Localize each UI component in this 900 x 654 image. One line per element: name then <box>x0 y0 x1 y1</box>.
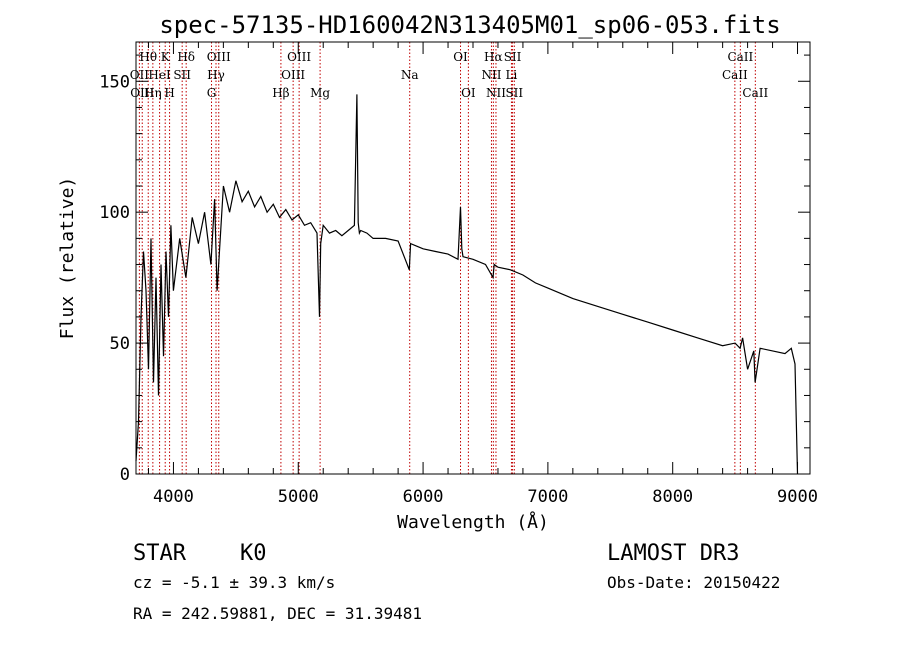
obs-date-text: Obs-Date: 20150422 <box>607 573 780 592</box>
y-tick-label: 0 <box>120 465 130 485</box>
line-label-19: Hα <box>484 50 503 64</box>
y-axis-ticks: 0 50 100 150 <box>99 54 810 485</box>
line-label-18: OI <box>461 86 476 100</box>
line-label-27: CaII <box>742 86 768 100</box>
line-label-5: K <box>161 50 171 64</box>
x-tick-label: 4000 <box>153 487 194 507</box>
line-label-26: CaII <box>722 68 748 82</box>
x-tick-label: 7000 <box>527 487 568 507</box>
line-label-12: Hβ <box>272 86 289 100</box>
spectral-line-markers <box>138 42 756 474</box>
object-class: STAR <box>133 541 187 566</box>
plot-frame <box>135 41 811 475</box>
redshift-text: cz = -5.1 ± 39.3 km/s <box>133 573 335 592</box>
y-tick-label: 50 <box>110 334 130 354</box>
line-label-13: OIII <box>287 50 311 64</box>
x-tick-label: 6000 <box>403 487 444 507</box>
line-label-8: Hδ <box>177 50 195 64</box>
flux-series-line <box>135 94 799 475</box>
x-axis-ticks: 4000 5000 6000 7000 8000 9000 <box>147 42 818 507</box>
line-label-7: SII <box>173 68 191 82</box>
x-axis-label: Wavelength (Å) <box>397 511 549 533</box>
y-tick-label: 150 <box>99 72 130 92</box>
x-tick-label: 9000 <box>777 487 818 507</box>
line-label-16: Na <box>401 68 419 82</box>
survey-name: LAMOST DR3 <box>607 541 739 566</box>
line-label-6: H <box>164 86 174 100</box>
y-tick-label: 100 <box>99 203 130 223</box>
line-label-1: OII <box>130 68 150 82</box>
line-label-23: Li <box>506 68 518 82</box>
line-label-25: CaII <box>727 50 753 64</box>
line-label-4: HeI <box>148 68 171 82</box>
line-label-15: Mg <box>310 86 330 100</box>
line-label-9: OIII <box>207 50 231 64</box>
line-label-20: NII <box>481 68 501 82</box>
y-axis-label: Flux (relative) <box>57 177 78 340</box>
object-subclass: K0 <box>240 541 267 566</box>
line-label-21: NII <box>486 86 506 100</box>
line-label-3: Hη <box>144 86 162 100</box>
x-tick-label: 5000 <box>278 487 319 507</box>
line-label-17: OI <box>453 50 468 64</box>
x-tick-label: 8000 <box>652 487 693 507</box>
line-label-10: Hγ <box>207 68 225 82</box>
line-label-14: OIII <box>281 68 305 82</box>
coordinates-text: RA = 242.59881, DEC = 31.39481 <box>133 604 422 623</box>
line-label-24: SII <box>505 86 523 100</box>
line-label-0: Hθ <box>139 50 157 64</box>
line-label-22: SII <box>504 50 522 64</box>
line-label-11: G <box>207 86 217 100</box>
chart-title: spec-57135-HD160042N313405M01_sp06-053.f… <box>159 11 780 39</box>
